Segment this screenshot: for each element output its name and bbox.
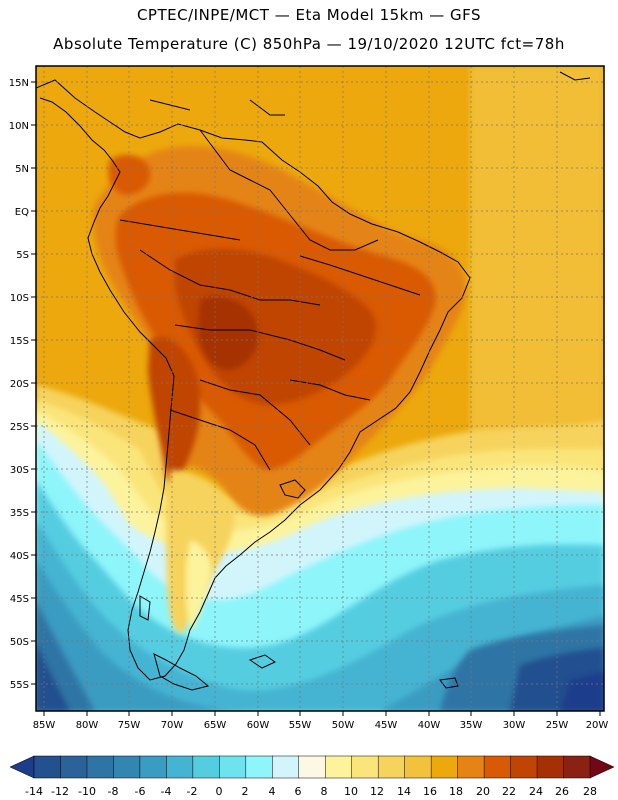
- lon-axis: 85W 80W 75W 70W 65W 60W 55W 50W 45W 40W …: [33, 711, 609, 731]
- colorbar-label: 6: [295, 785, 302, 798]
- colorbar-label: 28: [583, 785, 597, 798]
- colorbar-label: 16: [423, 785, 437, 798]
- colorbar-swatch: [245, 755, 273, 779]
- colorbar-swatch: [33, 755, 62, 779]
- lon-label: 85W: [33, 720, 56, 731]
- colorbar-arrow-high: [589, 755, 615, 779]
- colorbar-swatch: [166, 755, 194, 779]
- title-line-2: Absolute Temperature (C) 850hPa — 19/10/…: [53, 35, 565, 53]
- colorbar-swatch: [483, 755, 512, 779]
- lat-label: 10S: [10, 293, 29, 304]
- colorbar-label: 0: [216, 785, 223, 798]
- colorbar-swatch: [219, 755, 247, 779]
- lon-label: 70W: [161, 720, 184, 731]
- colorbar-label: 4: [269, 785, 276, 798]
- lon-label: 40W: [418, 720, 441, 731]
- colorbar-swatch: [377, 755, 406, 779]
- lon-label: 65W: [204, 720, 227, 731]
- colorbar: [9, 755, 615, 779]
- colorbar-swatch: [192, 755, 220, 779]
- colorbar-swatch: [324, 755, 353, 779]
- colorbar-swatch: [298, 755, 326, 779]
- lon-label: 55W: [289, 720, 312, 731]
- colorbar-label: -6: [135, 785, 146, 798]
- lon-label: 75W: [118, 720, 141, 731]
- lat-label: 15N: [9, 78, 29, 89]
- lat-label: 20S: [10, 379, 29, 390]
- colorbar-arrow-low: [9, 755, 35, 779]
- colorbar-swatch: [60, 755, 88, 779]
- colorbar-label: 24: [529, 785, 543, 798]
- lon-label: 35W: [460, 720, 483, 731]
- temperature-field: [36, 66, 604, 711]
- title-line-1: CPTEC/INPE/MCT — Eta Model 15km — GFS: [136, 6, 482, 24]
- colorbar-swatch: [272, 755, 300, 779]
- colorbar-swatch: [351, 755, 379, 779]
- colorbar-swatch: [404, 755, 432, 779]
- lat-label: 15S: [10, 336, 29, 347]
- lat-label: 55S: [10, 680, 29, 691]
- lat-label: 5S: [16, 250, 29, 261]
- colorbar-label: -4: [161, 785, 172, 798]
- lon-label: 45W: [375, 720, 398, 731]
- colorbar-label: 8: [321, 785, 328, 798]
- colorbar-swatch: [510, 755, 538, 779]
- colorbar-label: 18: [449, 785, 463, 798]
- lat-label: 30S: [10, 465, 29, 476]
- lat-label: EQ: [15, 207, 29, 218]
- lon-label: 20W: [586, 720, 609, 731]
- lat-label: 5N: [15, 164, 29, 175]
- colorbar-label: -10: [78, 785, 96, 798]
- lon-label: 80W: [76, 720, 99, 731]
- colorbar-label: 2: [242, 785, 249, 798]
- colorbar-labels: -14 -12 -10 -8 -6 -4 -2 0 2 4 6 8 10 12 …: [25, 785, 597, 798]
- lon-label: 30W: [503, 720, 526, 731]
- lat-label: 40S: [10, 551, 29, 562]
- colorbar-swatch: [139, 755, 167, 779]
- colorbar-label: 12: [370, 785, 384, 798]
- lat-label: 25S: [10, 422, 29, 433]
- colorbar-label: 10: [344, 785, 358, 798]
- colorbar-label: 14: [397, 785, 411, 798]
- colorbar-swatch: [563, 755, 591, 779]
- map-frame: [35, 65, 605, 712]
- lat-label: 50S: [10, 637, 29, 648]
- colorbar-label: -8: [108, 785, 119, 798]
- lat-label: 35S: [10, 508, 29, 519]
- colorbar-swatch: [113, 755, 141, 779]
- colorbar-swatch: [536, 755, 565, 779]
- colorbar-label: 26: [555, 785, 569, 798]
- colorbar-label: -2: [187, 785, 198, 798]
- colorbar-swatch: [430, 755, 459, 779]
- lat-label: 10N: [9, 121, 29, 132]
- colorbar-swatch: [457, 755, 485, 779]
- lon-label: 25W: [546, 720, 569, 731]
- lat-label: 45S: [10, 594, 29, 605]
- colorbar-label: 20: [476, 785, 490, 798]
- colorbar-label: -14: [25, 785, 43, 798]
- lon-label: 60W: [247, 720, 270, 731]
- colorbar-label: 22: [502, 785, 516, 798]
- colorbar-swatch: [86, 755, 114, 779]
- lon-label: 50W: [332, 720, 355, 731]
- lat-axis: 15N 10N 5N EQ 5S 10S 15S 20S 25S 30S 35S…: [9, 78, 36, 691]
- colorbar-label: -12: [51, 785, 69, 798]
